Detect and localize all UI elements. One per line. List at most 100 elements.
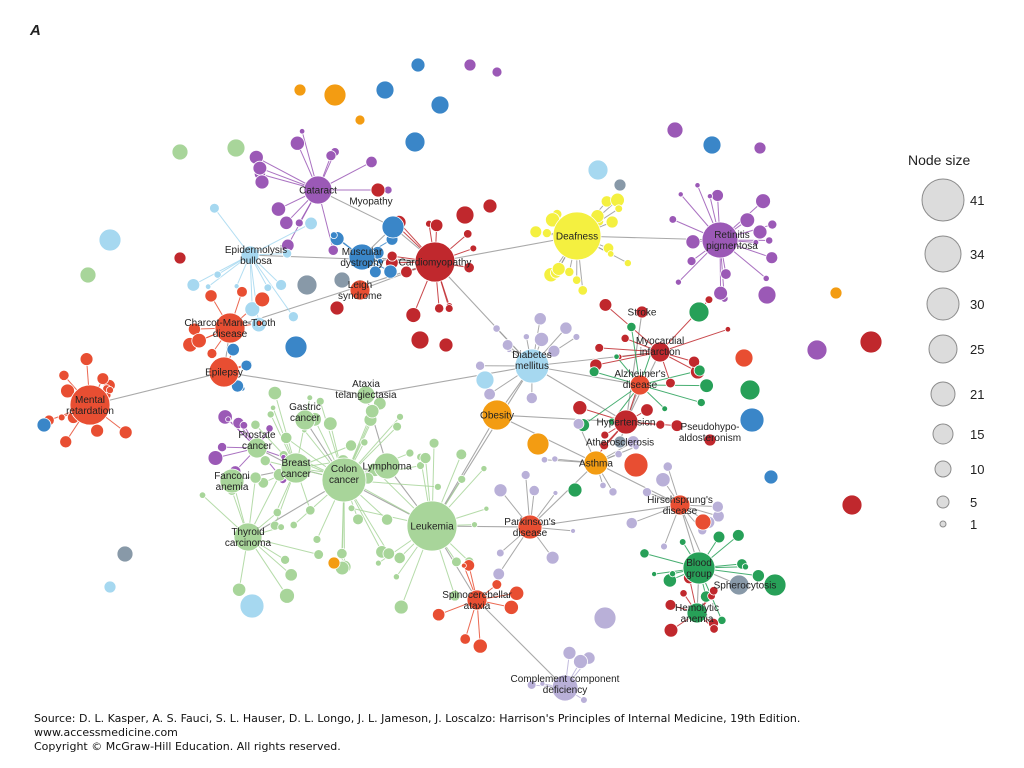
network-nodes: [36, 57, 883, 704]
network-node: [103, 580, 117, 594]
network-node: [116, 545, 134, 563]
hub-node-hemolytic: [686, 602, 708, 624]
network-node: [294, 218, 304, 228]
network-node: [651, 571, 658, 578]
network-node: [534, 331, 549, 347]
network-node: [433, 482, 442, 491]
hub-node-hirschsprung: [669, 494, 691, 516]
network-node: [259, 455, 271, 467]
network-node: [186, 278, 201, 292]
network-node: [572, 400, 588, 416]
network-node: [483, 505, 490, 512]
network-node: [526, 680, 537, 690]
network-node: [639, 548, 650, 559]
network-node: [806, 339, 828, 361]
hub-node-mental: [69, 384, 111, 426]
legend-circle-10: [934, 460, 952, 478]
disease-network-diagram: Cataract Deafness Retinitis pigmentosa Myopa…: [36, 57, 883, 704]
network-node: [315, 396, 325, 406]
network-node: [663, 622, 679, 638]
network-node: [699, 378, 714, 393]
hub-node-myocardial: [649, 341, 671, 363]
network-node: [323, 416, 338, 431]
satellite-edge: [582, 384, 641, 426]
network-node: [767, 219, 778, 230]
network-node: [599, 440, 610, 451]
node-size-legend: 41 34 30 25 21 15 10 5 1: [921, 178, 984, 532]
hub-node-pseudo: [703, 433, 717, 447]
hub-node-atherosclerosis: [613, 435, 627, 449]
network-node: [333, 271, 351, 289]
network-node: [96, 372, 110, 385]
network-node: [312, 535, 322, 544]
network-node: [284, 568, 298, 582]
node-label-obesity: Obesity: [480, 411, 514, 422]
network-node: [739, 379, 761, 401]
network-node: [304, 216, 318, 231]
legend-circle-21: [930, 381, 956, 407]
network-node: [588, 366, 600, 378]
network-node: [539, 680, 546, 687]
node-label-spherocytosis: Spherocytosis: [714, 581, 777, 592]
network-node: [173, 251, 187, 265]
network-node: [713, 285, 728, 301]
satellite-edge: [214, 207, 251, 256]
network-node: [664, 599, 677, 611]
satellite-edge: [193, 254, 251, 286]
satellite-edge: [249, 222, 312, 256]
hub-node-retinitis: [701, 221, 739, 259]
hub-edge: [531, 365, 627, 423]
network-node: [438, 337, 454, 353]
network-node: [613, 353, 620, 360]
network-node: [491, 66, 503, 78]
hub-node-ataxia: [356, 385, 376, 405]
network-node: [369, 265, 382, 279]
network-node: [217, 442, 228, 453]
network-node: [526, 432, 550, 456]
network-node: [404, 131, 426, 153]
node-label-pseudo: Pseudohypo-aldosteronism: [679, 422, 741, 444]
legend-label-25: 25: [970, 342, 984, 357]
network-node: [106, 386, 114, 395]
network-node: [289, 520, 298, 530]
network-node: [396, 412, 404, 421]
network-node: [613, 178, 627, 192]
node-label-epilepsy: Epilepsy: [205, 368, 243, 379]
node-label-colon: Colon cancer: [329, 464, 360, 486]
hub-node-stroke: [635, 305, 649, 319]
network-node: [330, 231, 338, 240]
node-label-hirschsprung: Hirschsprung's disease: [647, 495, 713, 517]
hub-node-bloodgroup: [682, 551, 716, 585]
node-label-leigh: Leigh syndrome: [338, 280, 382, 302]
network-node: [551, 262, 566, 276]
network-node: [528, 485, 540, 497]
hub-edge: [89, 371, 225, 406]
network-node: [226, 342, 240, 357]
network-node: [666, 121, 684, 139]
network-node: [709, 624, 719, 634]
panel-letter: A: [30, 22, 41, 39]
network-node: [655, 472, 671, 488]
network-node: [457, 474, 467, 484]
network-node: [605, 215, 619, 229]
node-label-alzheimers: Alzheimer's disease: [614, 369, 665, 391]
network-node: [724, 326, 732, 333]
network-node: [376, 257, 384, 265]
network-node: [204, 283, 212, 290]
source-url: www.accessmedicine.com: [34, 726, 178, 739]
network-node: [482, 198, 498, 214]
network-node: [620, 333, 630, 343]
node-label-cardiomyopathy: Cardiomyopathy: [399, 258, 472, 269]
network-node: [79, 266, 97, 284]
network-node: [383, 264, 398, 279]
network-node: [492, 567, 505, 581]
network-node: [460, 562, 467, 569]
network-node: [541, 228, 552, 239]
network-node: [694, 513, 712, 531]
network-node: [669, 570, 677, 578]
network-node: [451, 556, 462, 568]
network-node: [522, 333, 530, 341]
node-label-asthma: Asthma: [579, 459, 613, 470]
node-label-diabetes: Diabetes mellitus: [512, 350, 551, 372]
node-label-deafness: Deafness: [556, 232, 598, 243]
